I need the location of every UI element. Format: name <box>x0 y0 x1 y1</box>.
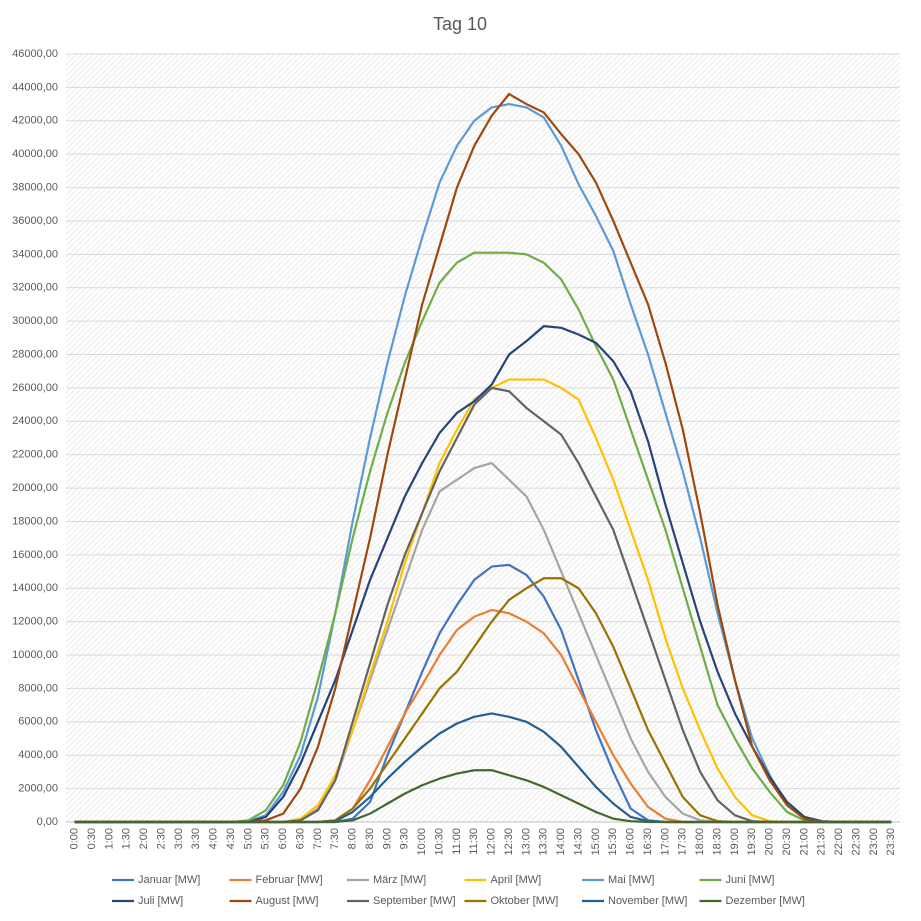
y-tick-label: 28000,00 <box>12 348 58 360</box>
x-tick-label: 3:00 <box>173 828 185 849</box>
legend-label: April [MW] <box>491 874 542 886</box>
legend-label: März [MW] <box>373 874 426 886</box>
x-tick-label: 12:00 <box>486 828 498 856</box>
y-tick-label: 26000,00 <box>12 382 58 394</box>
plot-area <box>66 54 900 822</box>
x-tick-label: 21:30 <box>816 828 828 856</box>
y-tick-label: 14000,00 <box>12 582 58 594</box>
x-tick-label: 23:00 <box>868 828 880 856</box>
x-tick-label: 12:30 <box>503 828 515 856</box>
y-tick-label: 6000,00 <box>18 716 58 728</box>
legend-label: Mai [MW] <box>608 874 654 886</box>
x-tick-label: 4:30 <box>225 828 237 849</box>
x-tick-label: 7:30 <box>329 828 341 849</box>
x-tick-label: 8:00 <box>347 828 359 849</box>
legend-label: September [MW] <box>373 895 456 907</box>
y-tick-label: 0,00 <box>37 816 58 828</box>
x-tick-label: 22:00 <box>833 828 845 856</box>
y-tick-label: 10000,00 <box>12 649 58 661</box>
series-line <box>74 769 892 824</box>
y-tick-label: 22000,00 <box>12 449 58 461</box>
y-tick-label: 44000,00 <box>12 81 58 93</box>
y-tick-label: 40000,00 <box>12 148 58 160</box>
legend-label: Januar [MW] <box>138 874 200 886</box>
x-tick-label: 17:30 <box>677 828 689 856</box>
legend-label: Oktober [MW] <box>491 895 559 907</box>
x-tick-label: 1:00 <box>103 828 115 849</box>
y-tick-label: 20000,00 <box>12 482 58 494</box>
x-tick-label: 5:00 <box>242 828 254 849</box>
x-tick-label: 15:00 <box>590 828 602 856</box>
x-tick-label: 3:30 <box>190 828 202 849</box>
x-tick-label: 8:30 <box>364 828 376 849</box>
x-tick-label: 4:00 <box>208 828 220 849</box>
x-tick-label: 9:30 <box>399 828 411 849</box>
y-tick-label: 2000,00 <box>18 783 58 795</box>
x-tick-label: 9:00 <box>381 828 393 849</box>
chart-title: Tag 10 <box>433 14 487 34</box>
x-tick-label: 6:30 <box>294 828 306 849</box>
x-tick-label: 2:00 <box>138 828 150 849</box>
x-tick-label: 14:00 <box>555 828 567 856</box>
x-tick-label: 11:30 <box>468 828 480 855</box>
x-tick-label: 13:30 <box>538 828 550 856</box>
x-tick-label: 20:00 <box>764 828 776 856</box>
legend-label: November [MW] <box>608 895 687 907</box>
y-tick-label: 8000,00 <box>18 682 58 694</box>
y-tick-label: 42000,00 <box>12 115 58 127</box>
x-tick-label: 18:00 <box>694 828 706 856</box>
y-tick-label: 36000,00 <box>12 215 58 227</box>
x-tick-label: 6:00 <box>277 828 289 849</box>
y-tick-label: 4000,00 <box>18 749 58 761</box>
x-tick-label: 1:30 <box>121 828 133 849</box>
x-tick-label: 23:30 <box>885 828 897 856</box>
y-tick-label: 46000,00 <box>12 48 58 60</box>
x-tick-label: 18:30 <box>711 828 723 856</box>
y-tick-label: 38000,00 <box>12 181 58 193</box>
y-tick-label: 18000,00 <box>12 515 58 527</box>
x-tick-label: 2:30 <box>155 828 167 849</box>
y-tick-label: 34000,00 <box>12 248 58 260</box>
x-tick-label: 22:30 <box>850 828 862 856</box>
x-tick-label: 14:30 <box>572 828 584 856</box>
y-tick-label: 30000,00 <box>12 315 58 327</box>
x-tick-label: 10:00 <box>416 828 428 856</box>
legend-label: August [MW] <box>256 895 319 907</box>
x-tick-label: 0:00 <box>69 828 81 849</box>
y-tick-label: 12000,00 <box>12 616 58 628</box>
x-tick-label: 0:30 <box>86 828 98 849</box>
legend-label: Dezember [MW] <box>726 895 805 907</box>
x-tick-label: 16:00 <box>625 828 637 856</box>
x-tick-label: 5:30 <box>260 828 272 849</box>
x-tick-label: 16:30 <box>642 828 654 856</box>
x-tick-label: 19:00 <box>729 828 741 856</box>
x-tick-label: 13:00 <box>520 828 532 856</box>
legend-label: Juni [MW] <box>726 874 775 886</box>
legend-label: Juli [MW] <box>138 895 183 907</box>
x-tick-label: 21:00 <box>798 828 810 856</box>
y-tick-label: 32000,00 <box>12 282 58 294</box>
x-tick-label: 17:00 <box>659 828 671 856</box>
x-tick-label: 20:30 <box>781 828 793 856</box>
y-tick-label: 24000,00 <box>12 415 58 427</box>
x-tick-label: 15:30 <box>607 828 619 856</box>
x-tick-label: 7:00 <box>312 828 324 849</box>
x-tick-label: 10:30 <box>433 828 445 856</box>
x-tick-label: 19:30 <box>746 828 758 856</box>
legend-label: Februar [MW] <box>256 874 323 886</box>
x-tick-label: 11:00 <box>451 828 463 855</box>
y-tick-label: 16000,00 <box>12 549 58 561</box>
